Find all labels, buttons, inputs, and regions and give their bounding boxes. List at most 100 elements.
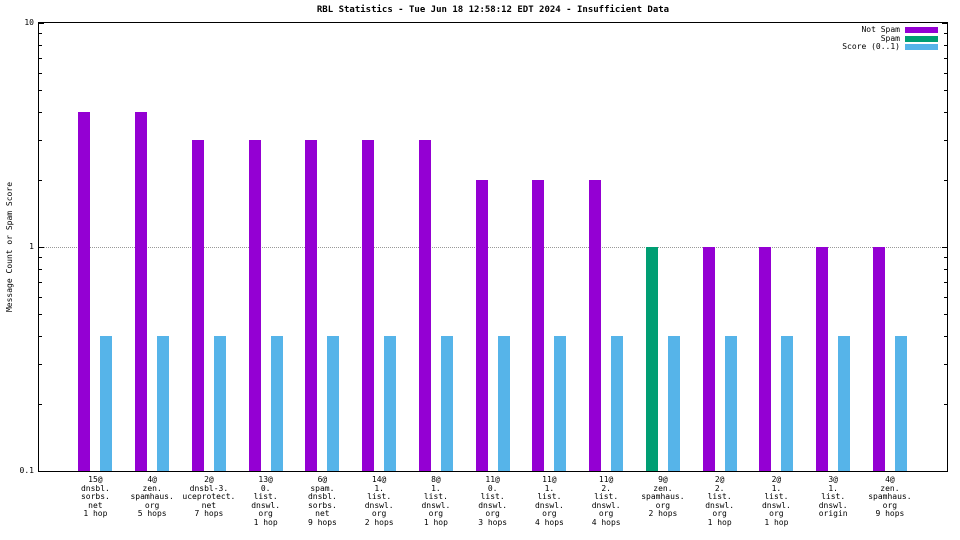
- x-tick-label: 11@ 2. list. dnswl. org 4 hops: [577, 475, 635, 527]
- legend-label: Spam: [880, 33, 900, 43]
- x-tick-label: 4@ zen. spamhaus. org 5 hops: [123, 475, 181, 519]
- legend-label: Score (0..1): [842, 42, 900, 51]
- x-tick-label-line: dnswl.: [818, 500, 848, 510]
- x-tick-label: 14@ 1. list. dnswl. org 2 hops: [350, 475, 408, 527]
- x-tick-label: 6@ spam. dnsbl. sorbs. net 9 hops: [293, 475, 351, 527]
- x-tick-label: 8@ 1. list. dnswl. org 1 hop: [407, 475, 465, 527]
- x-tick-label-line: sorbs.: [80, 492, 110, 501]
- bar-not-spam: [248, 140, 261, 471]
- y-major-tick: [39, 471, 44, 472]
- bar-not-spam: [816, 247, 829, 471]
- x-tick-label-line: net: [201, 500, 217, 510]
- x-tick-label: 15@ dnsbl. sorbs. net 1 hop: [66, 475, 124, 519]
- x-tick-label-line: org: [542, 509, 557, 518]
- legend-item: Score (0..1): [718, 43, 938, 51]
- x-tick-label-line: dnsbl.: [307, 492, 337, 501]
- x-tick-label-line: dnswl.: [364, 500, 394, 510]
- y-minor-tick: [944, 403, 947, 405]
- y-minor-tick: [39, 364, 42, 366]
- x-tick-label-line: dnsbl-3.: [189, 483, 229, 493]
- bar-score: [724, 336, 737, 471]
- bar-score: [611, 336, 624, 471]
- y-major-tick: [942, 247, 947, 248]
- x-tick-label-line: dnsbl.: [80, 483, 110, 493]
- bar-score: [497, 336, 510, 471]
- bar-not-spam: [362, 140, 375, 471]
- x-tick-label-line: list.: [367, 492, 392, 501]
- x-tick-label-line: dnswl.: [534, 500, 564, 510]
- y-minor-tick: [39, 112, 42, 114]
- bar-score: [781, 336, 794, 471]
- x-tick-label-line: zen.: [653, 483, 673, 493]
- x-tick-label: 4@ zen. spamhaus. org 9 hops: [861, 475, 919, 519]
- x-tick-label-line: spamhaus.: [868, 492, 912, 501]
- y-minor-tick: [39, 403, 42, 405]
- chart-title: RBL Statistics - Tue Jun 18 12:58:12 EDT…: [316, 5, 670, 15]
- x-tick-label-line: org: [598, 509, 614, 518]
- x-tick-label-line: org: [485, 509, 500, 518]
- legend-item: Not Spam: [718, 26, 938, 34]
- y-major-tick: [39, 23, 44, 24]
- x-tick-label-line: sorbs.: [307, 500, 337, 510]
- plot-area: Not Spam Spam Score (0..1): [38, 22, 948, 472]
- x-tick-label-line: 5 hops: [137, 509, 167, 518]
- y-minor-tick: [39, 336, 42, 338]
- x-tick-label-line: origin: [818, 509, 848, 518]
- bar-not-spam: [872, 247, 885, 471]
- x-tick-label-line: 3@: [828, 475, 838, 484]
- gridline: [39, 247, 947, 248]
- x-tick-label-line: 9 hops: [307, 517, 337, 527]
- x-tick-label: 9@ zen. spamhaus. org 2 hops: [634, 475, 692, 519]
- x-tick-label-line: dnswl.: [421, 500, 451, 510]
- bar-not-spam: [702, 247, 715, 471]
- y-minor-tick: [39, 72, 42, 74]
- bar-score: [213, 336, 226, 471]
- x-tick-label-line: 1 hop: [707, 517, 732, 527]
- x-tick-label-line: 2 hops: [648, 509, 678, 518]
- x-tick-label-line: 0.: [487, 483, 498, 493]
- x-tick-label-line: 1.: [544, 483, 555, 493]
- x-tick-label-line: spamhaus.: [641, 492, 685, 501]
- y-minor-tick: [944, 112, 947, 114]
- x-tick-label-line: org: [655, 500, 671, 510]
- x-tick-label-line: org: [712, 509, 727, 518]
- bar-score: [157, 336, 170, 471]
- bar-spam: [645, 247, 658, 471]
- y-minor-tick: [944, 57, 947, 59]
- x-tick-label-line: 1 hop: [423, 517, 448, 527]
- y-minor-tick: [39, 314, 42, 316]
- bar-not-spam: [135, 112, 148, 471]
- x-tick-label-line: 1.: [431, 483, 441, 493]
- x-tick-label-line: 2.: [601, 483, 611, 493]
- bar-not-spam: [305, 140, 318, 471]
- x-tick-label-line: spamhaus.: [130, 492, 174, 501]
- y-minor-tick: [39, 90, 42, 92]
- bar-score: [440, 336, 453, 471]
- bar-not-spam: [589, 179, 602, 471]
- x-tick-label-line: 6@: [317, 475, 328, 484]
- y-minor-tick: [39, 268, 42, 270]
- x-tick-label-line: 15@: [88, 475, 103, 484]
- legend-item: Spam: [718, 33, 938, 43]
- x-tick-label-line: 1.: [828, 483, 838, 493]
- y-minor-tick: [39, 57, 42, 59]
- bar-not-spam: [532, 179, 545, 471]
- y-minor-tick: [944, 257, 947, 259]
- x-tick-label-line: uceprotect.: [182, 492, 236, 501]
- y-minor-tick: [944, 336, 947, 338]
- x-tick-label-line: 0.: [260, 483, 271, 493]
- x-tick-label-line: list.: [537, 492, 562, 501]
- x-tick-label-line: 1.: [771, 483, 782, 493]
- x-tick-label: 11@ 0. list. dnswl. org 3 hops: [464, 475, 522, 527]
- bar-not-spam: [191, 140, 204, 471]
- x-tick-label-line: list.: [821, 492, 846, 501]
- x-tick-label-line: 4 hops: [591, 517, 621, 527]
- x-tick-label-line: 2.: [714, 483, 725, 493]
- x-tick-label-line: 13@: [258, 475, 273, 484]
- x-tick-label-line: 9 hops: [875, 509, 905, 518]
- legend-label: Not Spam: [861, 25, 900, 34]
- x-tick-label-line: spam.: [310, 483, 335, 493]
- bar-not-spam: [759, 247, 772, 471]
- bar-score: [667, 336, 680, 471]
- x-tick-label-line: org: [258, 509, 273, 518]
